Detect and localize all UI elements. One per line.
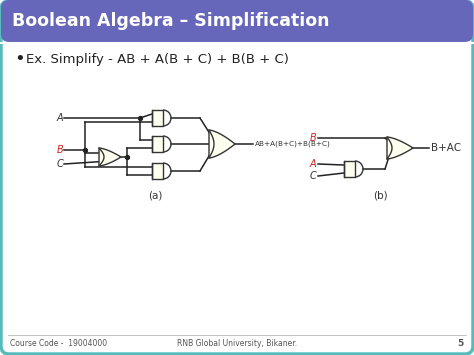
Polygon shape bbox=[152, 163, 163, 179]
Text: RNB Global University, Bikaner.: RNB Global University, Bikaner. bbox=[177, 339, 297, 349]
Polygon shape bbox=[209, 130, 235, 158]
FancyBboxPatch shape bbox=[1, 0, 473, 42]
Text: 5: 5 bbox=[458, 339, 464, 349]
Text: B: B bbox=[310, 133, 317, 143]
Text: •: • bbox=[14, 50, 25, 68]
Text: (b): (b) bbox=[373, 190, 387, 200]
Text: AB+A(B+C)+B(B+C): AB+A(B+C)+B(B+C) bbox=[255, 141, 331, 147]
Text: B+AC: B+AC bbox=[431, 143, 461, 153]
Text: C: C bbox=[57, 159, 64, 169]
Text: A: A bbox=[57, 113, 64, 123]
Polygon shape bbox=[99, 148, 121, 166]
Polygon shape bbox=[387, 137, 413, 159]
Polygon shape bbox=[152, 136, 163, 152]
Text: Course Code -  19004000: Course Code - 19004000 bbox=[10, 339, 107, 349]
Text: Ex. Simplify - AB + A(B + C) + B(B + C): Ex. Simplify - AB + A(B + C) + B(B + C) bbox=[26, 53, 289, 66]
Text: B: B bbox=[57, 145, 64, 155]
Text: C: C bbox=[310, 171, 317, 181]
Polygon shape bbox=[344, 161, 355, 177]
Polygon shape bbox=[152, 110, 163, 126]
Text: (a): (a) bbox=[148, 190, 162, 200]
Text: A: A bbox=[310, 159, 317, 169]
Text: Boolean Algebra – Simplification: Boolean Algebra – Simplification bbox=[12, 12, 329, 30]
